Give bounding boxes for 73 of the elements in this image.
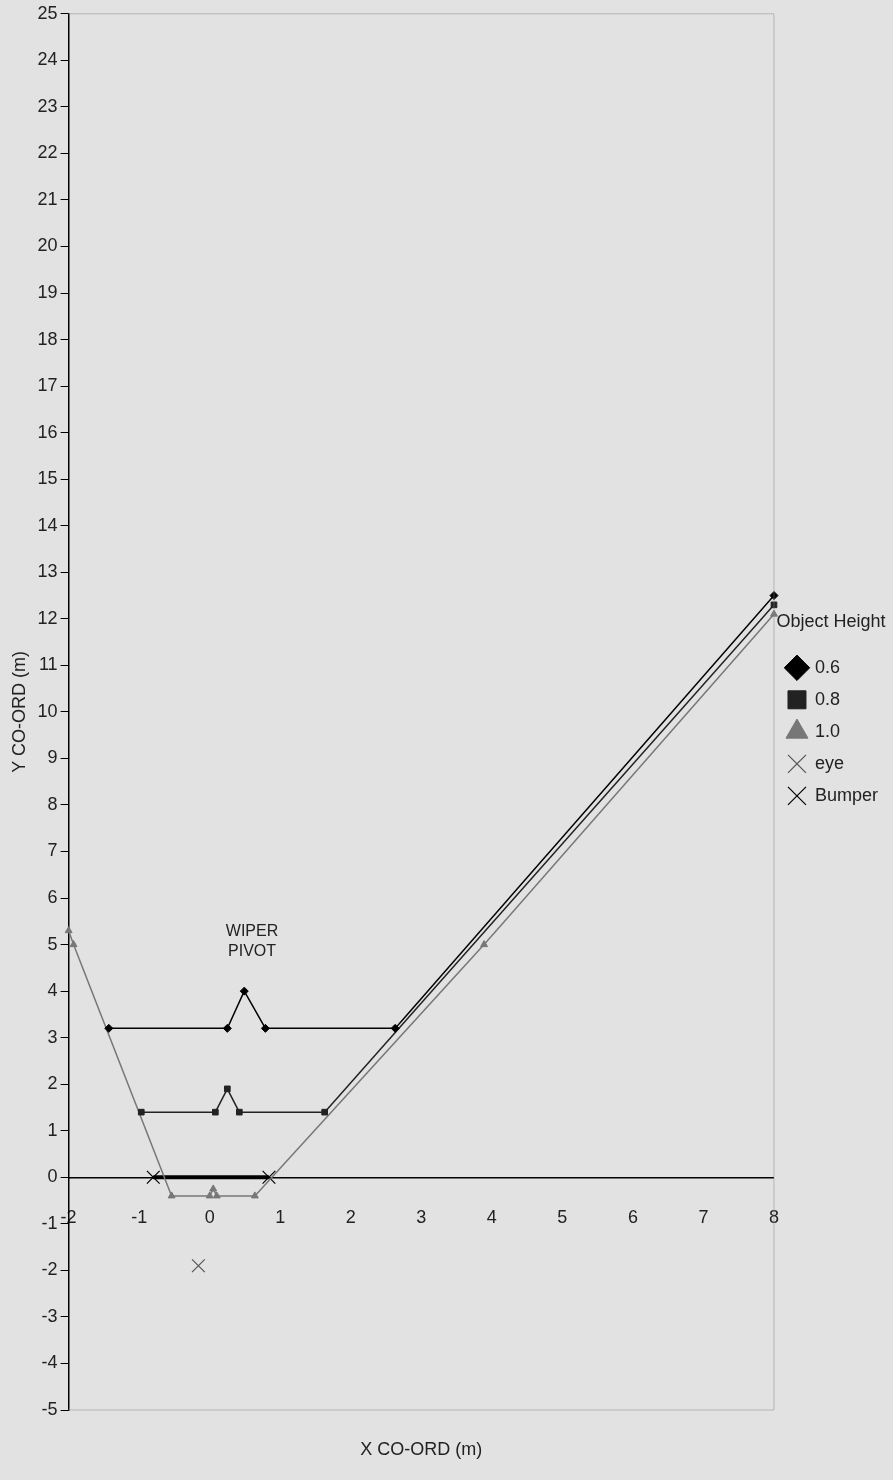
x-tick-label: 5 — [557, 1207, 568, 1228]
x-tick-label: 7 — [698, 1207, 709, 1228]
point — [261, 1170, 276, 1185]
y-tick-label: 24 — [37, 49, 58, 70]
x-tick-label: 8 — [768, 1207, 779, 1228]
annotation: WIPER PIVOT — [225, 922, 279, 960]
y-tick-label: 5 — [47, 933, 58, 954]
y-tick-label: -3 — [41, 1305, 58, 1326]
point — [69, 940, 78, 948]
point — [209, 1184, 218, 1192]
point — [212, 1191, 221, 1199]
y-tick-label: 12 — [37, 607, 58, 628]
point — [239, 986, 249, 996]
point — [167, 1191, 176, 1199]
point — [191, 1258, 206, 1273]
x-tick-label: 0 — [204, 1207, 215, 1228]
point — [480, 940, 489, 948]
x-tick-label: -1 — [131, 1207, 148, 1228]
legend-label: 0.6 — [814, 656, 840, 677]
y-tick-label: 15 — [37, 468, 58, 489]
y-tick-label: 0 — [47, 1166, 58, 1187]
point — [222, 1023, 232, 1033]
y-tick-label: 25 — [37, 2, 58, 23]
y-tick-label: 14 — [37, 514, 58, 535]
x-tick-label: 6 — [627, 1207, 638, 1228]
y-tick-label: -5 — [41, 1398, 58, 1419]
point — [235, 1108, 243, 1116]
point — [770, 601, 778, 609]
x-axis-title: X CO-ORD (m) — [360, 1439, 483, 1459]
point — [260, 1023, 270, 1033]
y-tick-label: 7 — [47, 840, 58, 861]
y-tick-label: -2 — [41, 1259, 58, 1280]
x-tick-label: 3 — [416, 1207, 427, 1228]
y-tick-label: 11 — [38, 654, 58, 675]
y-tick-label: 21 — [37, 188, 58, 209]
point — [769, 591, 779, 601]
y-tick-label: 17 — [37, 375, 58, 396]
x-tick-label: 1 — [275, 1207, 286, 1228]
y-tick-label: -4 — [41, 1352, 58, 1373]
y-tick-label: 18 — [37, 328, 58, 349]
x-tick-label: 4 — [486, 1207, 497, 1228]
legend-label: Bumper — [814, 784, 879, 805]
y-axis-title: Y CO-ORD (m) — [8, 651, 29, 773]
point — [224, 1085, 231, 1093]
y-tick-label: 20 — [37, 235, 58, 256]
y-tick-label: 22 — [37, 142, 58, 163]
point — [770, 609, 778, 617]
y-tick-label: 23 — [37, 95, 58, 116]
point — [146, 1170, 161, 1185]
y-tick-label: 1 — [47, 1119, 58, 1140]
y-tick-label: 6 — [47, 887, 58, 908]
point — [321, 1108, 328, 1116]
y-tick-label: 3 — [47, 1026, 58, 1047]
legend-title: Object Height — [776, 611, 886, 632]
legend-label: eye — [814, 752, 844, 773]
point — [250, 1191, 259, 1199]
point — [104, 1023, 114, 1033]
y-tick-label: 4 — [47, 980, 58, 1001]
y-tick-label: 19 — [37, 282, 58, 303]
x-tick-label: 2 — [345, 1207, 356, 1228]
y-tick-label: 16 — [37, 421, 58, 442]
y-tick-label: 10 — [37, 700, 58, 721]
point — [137, 1108, 145, 1116]
legend-label: 0.8 — [814, 688, 840, 709]
point — [390, 1023, 400, 1033]
y-tick-label: 9 — [47, 747, 58, 768]
legend-label: 1.0 — [814, 720, 840, 741]
y-tick-label: 13 — [37, 561, 58, 582]
point — [212, 1108, 219, 1116]
y-tick-label: 8 — [47, 793, 58, 814]
y-tick-label: 2 — [47, 1073, 58, 1094]
point — [64, 926, 73, 934]
point — [205, 1191, 214, 1199]
